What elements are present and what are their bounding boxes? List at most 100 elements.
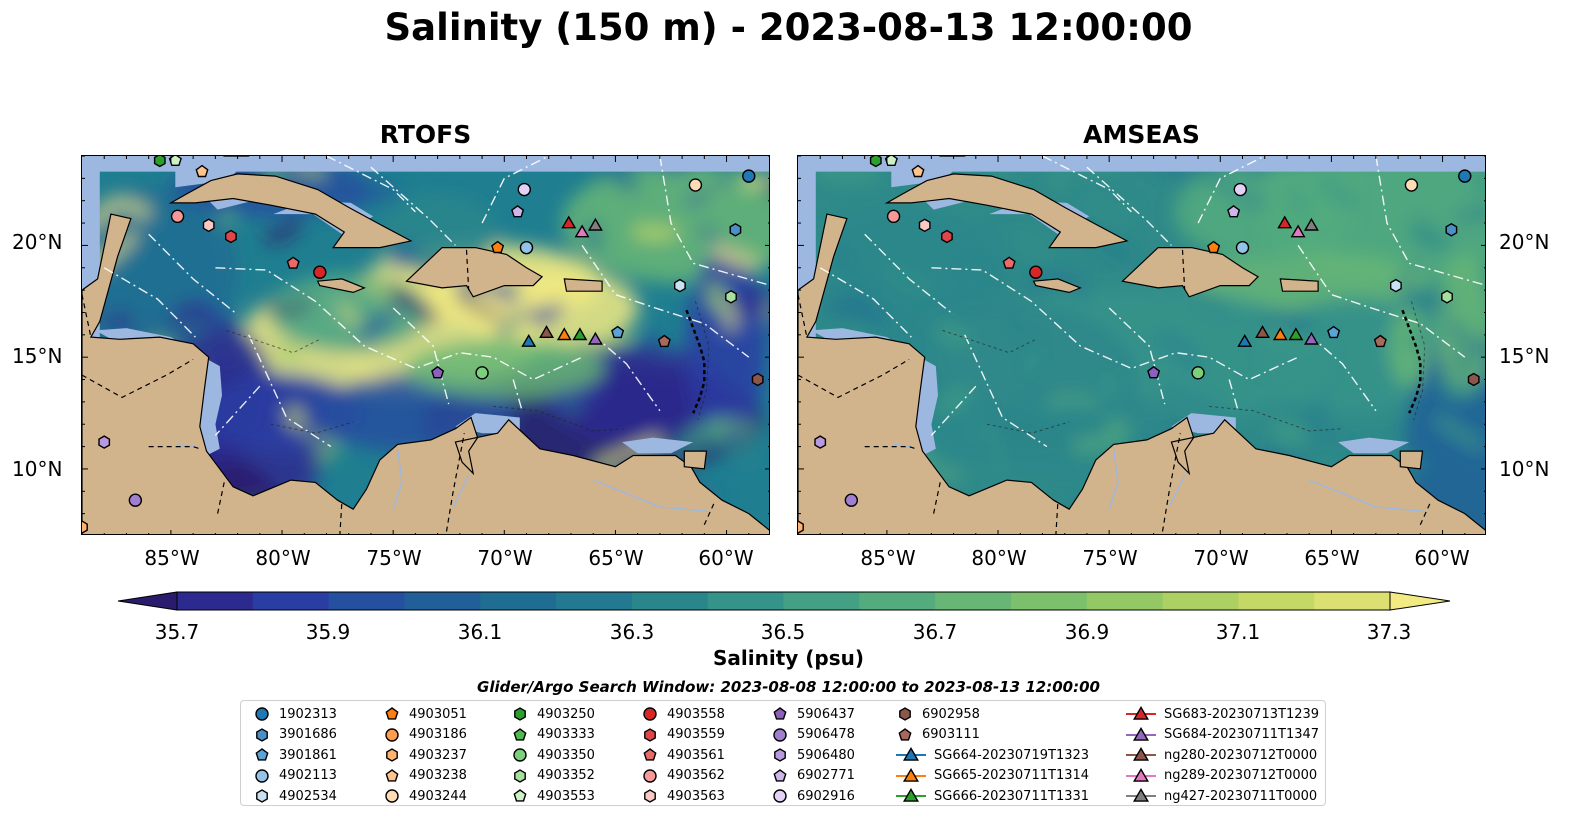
marker-4903563 (202, 218, 215, 233)
legend-marker (899, 707, 911, 721)
marker-SG665-20230711T1314 (1272, 327, 1288, 341)
marker-5906437 (1147, 365, 1161, 379)
marker-ng289-20230712T0000 (574, 224, 590, 238)
legend-marker-triangle (1132, 726, 1150, 741)
colorbar-tick: 35.7 (154, 620, 200, 644)
land-puertoRico (1279, 278, 1319, 292)
marker-4903237 (798, 520, 804, 534)
legend-marker-hexagon (774, 748, 786, 762)
legend-marker (644, 727, 656, 742)
legend-item: 4903350 (511, 745, 595, 765)
legend-marker-hexagon (514, 707, 526, 721)
marker-5906480 (814, 435, 827, 449)
observation-markers (82, 156, 764, 534)
land-hispaniola (1121, 247, 1260, 298)
colorbar-segment (252, 592, 330, 610)
colorbar-segment (404, 592, 481, 610)
legend-item: 3901686 (253, 725, 337, 745)
marker-3901686 (1445, 222, 1458, 237)
eez-boundaries (819, 156, 1485, 448)
legend-item: 4903237 (383, 745, 467, 765)
colorbar-tick: 36.1 (457, 620, 503, 644)
legend-item: 4903553 (511, 786, 595, 806)
legend-label: 4903563 (667, 788, 725, 804)
rivers (177, 443, 709, 513)
colorbar-tick: 37.1 (1215, 620, 1261, 644)
legend-marker-pentagon (385, 707, 399, 720)
legend-marker-pentagon (255, 748, 269, 761)
legend-marker (255, 768, 269, 783)
legend-marker-pentagon (385, 768, 399, 782)
legend-item: ng289-20230712T0000 (1126, 766, 1317, 786)
legend-label: 4903186 (409, 727, 467, 742)
legend-marker-triangle (1132, 706, 1150, 720)
country-borders (798, 249, 1432, 534)
colorbar-tick: 36.7 (912, 620, 958, 644)
legend-item: 1902313 (253, 704, 337, 724)
lon-label-80w-right: 80°W (971, 546, 1027, 570)
colorbar-tick: 36.3 (609, 620, 655, 644)
legend-marker-pentagon (773, 768, 787, 782)
marker-4903238 (911, 164, 925, 178)
legend-label: 4902534 (279, 788, 337, 804)
legend-marker-circle (513, 748, 527, 762)
legend-marker (643, 707, 657, 721)
legend-label: 4903238 (409, 768, 467, 783)
country-borders (82, 249, 716, 534)
colorbar-segment (1238, 592, 1315, 610)
legend-marker-pentagon (513, 727, 527, 741)
legend-item: SG665-20230711T1314 (896, 766, 1089, 786)
legend-item: 5906480 (771, 745, 855, 765)
colorbar-tick: 35.9 (305, 620, 351, 644)
legend-item: 4903352 (511, 766, 595, 786)
marker-4903244 (1404, 178, 1419, 192)
colorbar-segment (328, 592, 405, 610)
legend-label: 4903350 (537, 747, 595, 763)
legend-marker (773, 768, 787, 782)
lon-label-85w-right: 85°W (860, 546, 916, 570)
colorbar-label: Salinity (psu) (712, 646, 864, 670)
legend-marker-pentagon (643, 748, 657, 761)
legend-marker-triangle (1132, 788, 1150, 802)
legend-label: 6902958 (922, 706, 980, 722)
legend-marker (513, 727, 527, 741)
legend-marker-triangle (902, 788, 920, 802)
land-jamaica (1032, 278, 1082, 294)
marker-6902771 (511, 205, 525, 218)
legend-label: 4903558 (667, 706, 725, 722)
legend-label: ng289-20230712T0000 (1164, 768, 1318, 783)
marker-5906480 (98, 435, 111, 449)
marker-4903559 (940, 229, 953, 244)
legend-item: 5906478 (771, 725, 855, 745)
colorbar-segment (859, 592, 936, 610)
legend-marker-circle (385, 789, 399, 803)
legend-label: ng280-20230712T0000 (1164, 747, 1318, 763)
marker-4903244 (688, 178, 703, 192)
legend-marker (896, 747, 926, 761)
marker-4903238 (195, 164, 209, 178)
colorbar-segment (631, 592, 709, 610)
legend-label: 6903111 (922, 727, 980, 742)
colorbar-over-arrow (1389, 591, 1451, 611)
marker-4903350 (1191, 366, 1205, 380)
legend-item: ng280-20230712T0000 (1126, 745, 1317, 765)
marker-ng427-20230711T0000 (1303, 217, 1319, 231)
legend-label: SG683-20230713T1239 (1164, 706, 1320, 722)
land-trinidad (1399, 450, 1424, 470)
marker-4903558 (313, 265, 327, 279)
legend-marker (643, 748, 657, 761)
colorbar-segment (1162, 592, 1239, 610)
colorbar-segment (1314, 592, 1391, 610)
marker-4903352 (725, 289, 737, 304)
legend-item: 6902958 (896, 704, 980, 724)
legend-label: 4903562 (667, 768, 725, 783)
land-centralAmerica (798, 213, 1485, 534)
legend-marker (1126, 788, 1156, 802)
figure-title: Salinity (150 m) - 2023-08-13 12:00:00 (384, 6, 1193, 49)
legend-marker (385, 789, 399, 803)
marker-6903111 (657, 334, 671, 348)
legend-label: 4903561 (667, 747, 725, 763)
legend-marker (898, 727, 912, 741)
marker-4903558 (1029, 265, 1043, 279)
marker-SG664-20230719T1323 (1237, 334, 1253, 347)
